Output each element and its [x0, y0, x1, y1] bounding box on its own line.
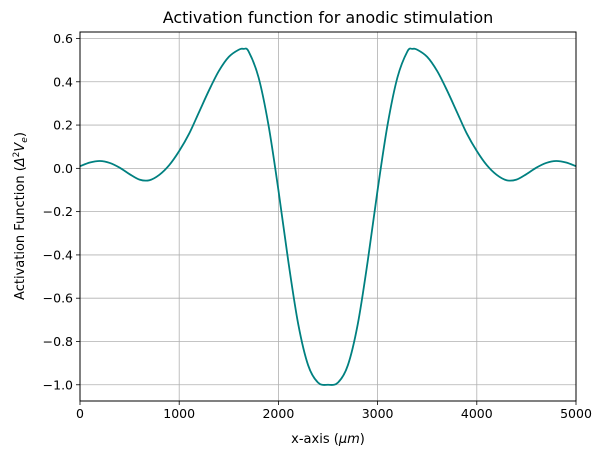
- y-tick-label: −0.6: [43, 291, 73, 306]
- y-tick-label: 0.4: [53, 74, 73, 89]
- grid: [79, 32, 577, 401]
- x-tick-label: 5000: [560, 406, 592, 421]
- y-tick-label: 0.2: [53, 118, 73, 133]
- y-tick-label: −1.0: [43, 377, 73, 392]
- y-axis-ticks: 0.6 0.4 0.2 0.0 −0.2 −0.4 −0.6 −0.8 −1.0: [43, 31, 80, 392]
- y-tick-label: 0.0: [53, 161, 73, 176]
- x-axis-ticks: 0 1000 2000 3000 4000 5000: [76, 401, 592, 421]
- y-axis-label: Activation Function (Δ2Ve): [12, 132, 30, 300]
- x-axis-label: x-axis (μm): [291, 432, 365, 447]
- y-tick-label: −0.8: [43, 334, 73, 349]
- x-tick-label: 2000: [262, 406, 294, 421]
- x-tick-label: 0: [76, 406, 84, 421]
- x-tick-label: 1000: [163, 406, 195, 421]
- y-tick-label: −0.4: [43, 247, 73, 262]
- x-tick-label: 4000: [461, 406, 493, 421]
- series-line: [80, 47, 576, 386]
- plot-frame: [79, 31, 577, 402]
- x-tick-label: 3000: [362, 406, 394, 421]
- y-tick-label: 0.6: [53, 31, 73, 46]
- y-tick-label: −0.2: [43, 204, 73, 219]
- chart-title: Activation function for anodic stimulati…: [163, 8, 494, 27]
